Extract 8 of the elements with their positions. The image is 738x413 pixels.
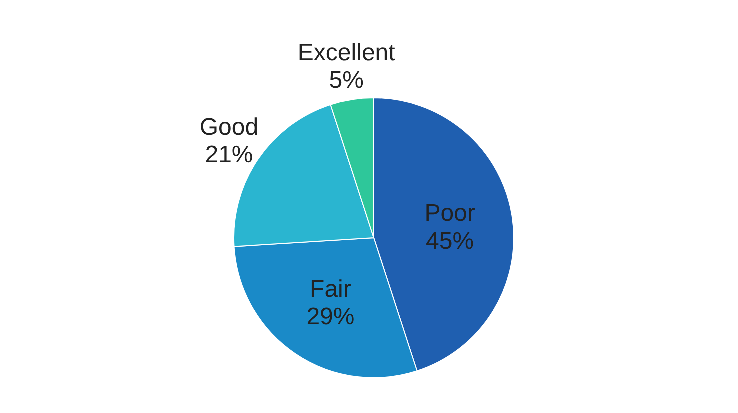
data-label: 45% xyxy=(426,228,474,255)
data-label: 21% xyxy=(205,141,254,168)
slice-label: Good xyxy=(200,114,259,141)
slice-label: Excellent xyxy=(298,39,396,66)
data-label: 5% xyxy=(329,66,364,94)
slice-label: Poor xyxy=(424,200,476,228)
data-label: 29% xyxy=(306,303,355,330)
slice-label: Fair xyxy=(310,276,352,303)
